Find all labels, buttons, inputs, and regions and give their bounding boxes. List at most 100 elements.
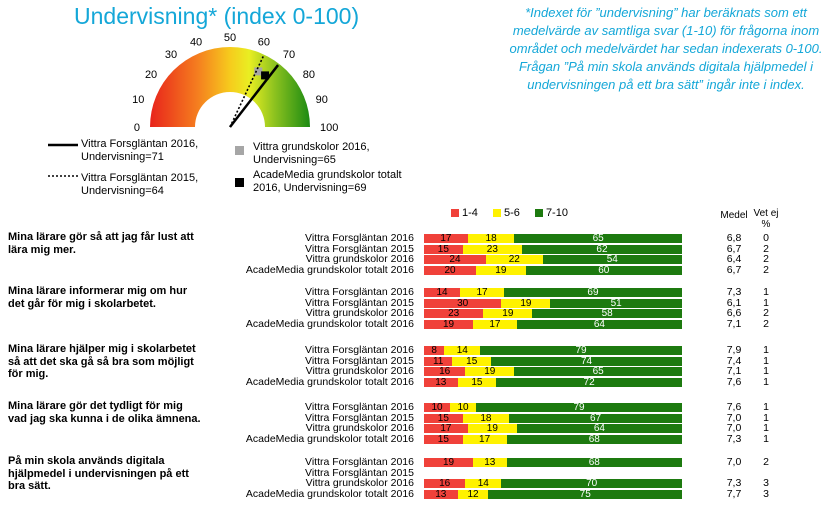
segment-7-10: 64 xyxy=(516,424,682,434)
segment-5-6: 14 xyxy=(444,346,481,356)
stacked-bar: 15 17 68 xyxy=(424,434,682,444)
stacked-bar: 8 14 79 xyxy=(424,346,682,356)
medel-value: 7,4 xyxy=(726,354,742,367)
red-swatch-icon xyxy=(451,209,459,217)
stacked-bar: 17 19 64 xyxy=(424,424,682,434)
segment-1-4: 15 xyxy=(424,413,463,423)
segment-7-10: 79 xyxy=(480,346,682,356)
medel-value: 7,7 xyxy=(726,487,742,500)
row-label: Vittra Forsgläntan 2015 xyxy=(305,466,414,479)
segment-7-10: 79 xyxy=(476,403,682,413)
segment-1-4: 14 xyxy=(424,288,461,298)
segment-5-6: 23 xyxy=(462,244,523,254)
medel-value: 6,8 xyxy=(726,232,742,244)
segment-1-4: 23 xyxy=(424,309,484,319)
stacked-bar: 15 18 67 xyxy=(424,413,682,423)
legend-line-icons xyxy=(48,143,78,177)
row-label: Vittra Forsgläntan 2015 xyxy=(305,354,414,367)
medel-value: 6,7 xyxy=(726,242,742,255)
segment-7-10: 67 xyxy=(509,413,682,423)
gauge-tick-label: 20 xyxy=(145,69,157,81)
segment-7-10: 74 xyxy=(491,356,682,366)
medel-value: 7,1 xyxy=(726,317,742,330)
vetej-value: 1 xyxy=(763,411,769,424)
medel-value: 7,3 xyxy=(726,432,742,445)
segment-5-6: 19 xyxy=(501,298,551,308)
green-swatch-icon xyxy=(534,209,543,217)
segment-5-6: 14 xyxy=(465,479,502,489)
vetej-value: 1 xyxy=(763,344,769,356)
segment-1-4: 19 xyxy=(424,319,474,329)
gauge-tick-label: 60 xyxy=(258,36,270,48)
vetej-value: 2 xyxy=(763,263,769,276)
legend-vittra-grundskolor: Vittra grundskolor 2016, Undervisning=65 xyxy=(253,141,370,166)
gauge-chart: 0 10 20 30 40 50 60 70 80 90 100 xyxy=(132,32,338,134)
gauge-tick-label: 90 xyxy=(316,94,328,106)
bar-legend: 1-4 5-6 7-10 xyxy=(451,207,580,220)
row-label: Vittra Forsgläntan 2015 xyxy=(305,411,414,424)
segment-1-4: 13 xyxy=(424,377,458,387)
index-note: *Indexet för ”undervisning” har beräknat… xyxy=(509,5,823,92)
stacked-bar: 17 18 65 xyxy=(424,234,682,244)
segment-1-4: 16 xyxy=(424,367,466,377)
medel-value: 7,3 xyxy=(726,286,742,298)
segment-5-6: 13 xyxy=(473,458,507,468)
row-label: AcadeMedia grundskolor totalt 2016 xyxy=(245,263,414,276)
row-label: Vittra grundskolor 2016 xyxy=(305,477,414,489)
vetej-value: 1 xyxy=(763,401,769,413)
legend-red-label: 1-4 xyxy=(462,207,478,219)
stacked-bar: 20 19 60 xyxy=(424,265,682,275)
question-text: Mina lärare informerar mig om hur det gå… xyxy=(8,285,188,310)
segment-7-10: 68 xyxy=(506,458,682,468)
row-label: AcadeMedia grundskolor totalt 2016 xyxy=(245,317,414,330)
segment-7-10: 65 xyxy=(514,234,682,244)
segment-1-4: 20 xyxy=(424,265,477,275)
vetej-value: 3 xyxy=(763,477,769,489)
vetej-value: 0 xyxy=(763,232,769,244)
segment-5-6: 22 xyxy=(485,255,543,265)
row-label: AcadeMedia grundskolor totalt 2016 xyxy=(245,432,414,445)
segment-7-10: 70 xyxy=(501,479,682,489)
segment-1-4: 11 xyxy=(424,356,453,366)
segment-5-6: 19 xyxy=(467,424,517,434)
gauge-tick-label: 0 xyxy=(134,122,140,134)
vetej-value: 1 xyxy=(763,375,769,388)
legend-forsglantan-2015: Vittra Forsgläntan 2015, Undervisning=64 xyxy=(81,172,199,197)
gauge-arc xyxy=(150,47,310,127)
gauge-tick-label: 80 xyxy=(303,69,315,81)
segment-7-10: 62 xyxy=(522,244,682,254)
row-label: Vittra Forsgläntan 2016 xyxy=(305,232,414,244)
segment-1-4: 24 xyxy=(424,255,486,265)
segment-1-4: 30 xyxy=(424,298,502,308)
row-label: Vittra Forsgläntan 2015 xyxy=(305,296,414,309)
vetej-value: 1 xyxy=(763,354,769,367)
stacked-bar: 13 15 72 xyxy=(424,377,682,387)
gauge-tick-label: 10 xyxy=(132,94,144,106)
gauge-tick-label: 50 xyxy=(224,32,236,44)
stacked-bar: 19 17 64 xyxy=(424,319,682,329)
segment-7-10: 69 xyxy=(503,288,682,298)
segment-5-6: 18 xyxy=(462,413,510,423)
medel-value: 7,0 xyxy=(726,422,742,434)
row-label: Vittra Forsgläntan 2016 xyxy=(305,344,414,356)
segment-5-6: 15 xyxy=(457,377,497,387)
segment-7-10: 72 xyxy=(496,377,682,387)
row-label: Vittra Forsgläntan 2015 xyxy=(305,242,414,255)
segment-7-10: 68 xyxy=(506,434,682,444)
segment-1-4: 15 xyxy=(424,244,463,254)
yellow-swatch-icon xyxy=(492,209,501,217)
segment-1-4: 8 xyxy=(424,346,445,356)
legend-black-square-icon xyxy=(235,178,244,187)
segment-7-10: 54 xyxy=(542,255,682,265)
legend-academedia: AcadeMedia grundskolor totalt 2016, Under… xyxy=(253,169,402,194)
stacked-bar: 30 19 51 xyxy=(424,298,682,308)
segment-5-6: 17 xyxy=(473,319,517,329)
segment-1-4: 13 xyxy=(424,489,458,499)
stacked-bar: 23 19 58 xyxy=(424,309,682,319)
gauge-needle-1 xyxy=(229,55,265,128)
medel-value: 7,6 xyxy=(726,375,742,388)
segment-5-6: 19 xyxy=(465,367,515,377)
row-label: AcadeMedia grundskolor totalt 2016 xyxy=(245,487,414,500)
segment-1-4: 17 xyxy=(424,424,468,434)
gauge-tick-label: 70 xyxy=(283,49,295,61)
